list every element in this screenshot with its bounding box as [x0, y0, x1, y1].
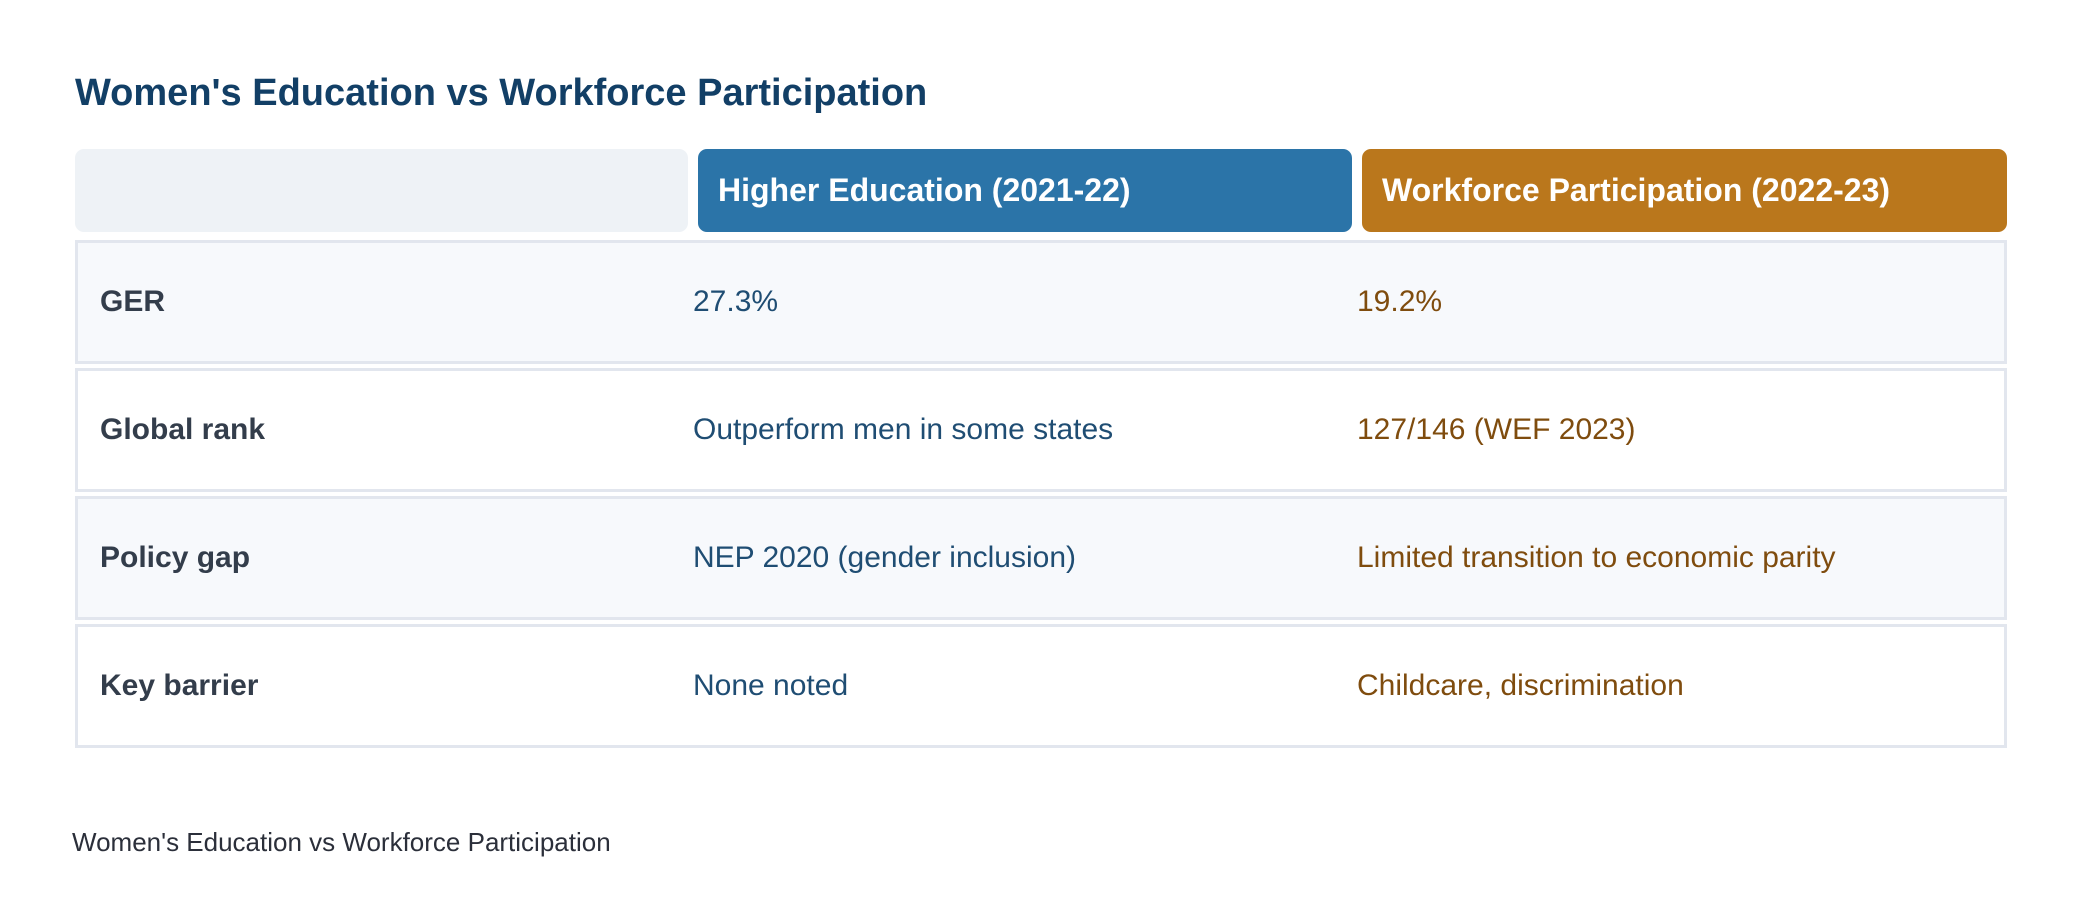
table-row: GER 27.3% 19.2%	[75, 240, 2007, 364]
header-cell-higher-education: Higher Education (2021-22)	[698, 149, 1352, 232]
comparison-table: Higher Education (2021-22) Workforce Par…	[75, 149, 2007, 752]
chart-title: Women's Education vs Workforce Participa…	[75, 72, 928, 114]
education-cell: None noted	[693, 669, 849, 702]
header-cell-workforce-participation: Workforce Participation (2022-23)	[1362, 149, 2007, 232]
table-body: GER 27.3% 19.2% Global rank Outperform m…	[75, 240, 2007, 748]
workforce-cell: Limited transition to economic parity	[1357, 541, 1836, 574]
row-label: GER	[100, 285, 166, 318]
row-label: Key barrier	[100, 669, 259, 702]
table-row: Key barrier None noted Childcare, discri…	[75, 624, 2007, 748]
header-cell-blank	[75, 149, 688, 232]
workforce-cell: 19.2%	[1357, 285, 1443, 318]
chart-caption: Women's Education vs Workforce Participa…	[72, 827, 611, 857]
workforce-cell: Childcare, discrimination	[1357, 669, 1684, 702]
table-row: Global rank Outperform men in some state…	[75, 368, 2007, 492]
row-label: Policy gap	[100, 541, 251, 574]
education-cell: NEP 2020 (gender inclusion)	[693, 541, 1077, 574]
workforce-cell: 127/146 (WEF 2023)	[1357, 413, 1636, 446]
table-header-row: Higher Education (2021-22) Workforce Par…	[75, 149, 2007, 232]
table-row: Policy gap NEP 2020 (gender inclusion) L…	[75, 496, 2007, 620]
education-cell: Outperform men in some states	[693, 413, 1114, 446]
row-label: Global rank	[100, 413, 266, 446]
education-cell: 27.3%	[693, 285, 779, 318]
